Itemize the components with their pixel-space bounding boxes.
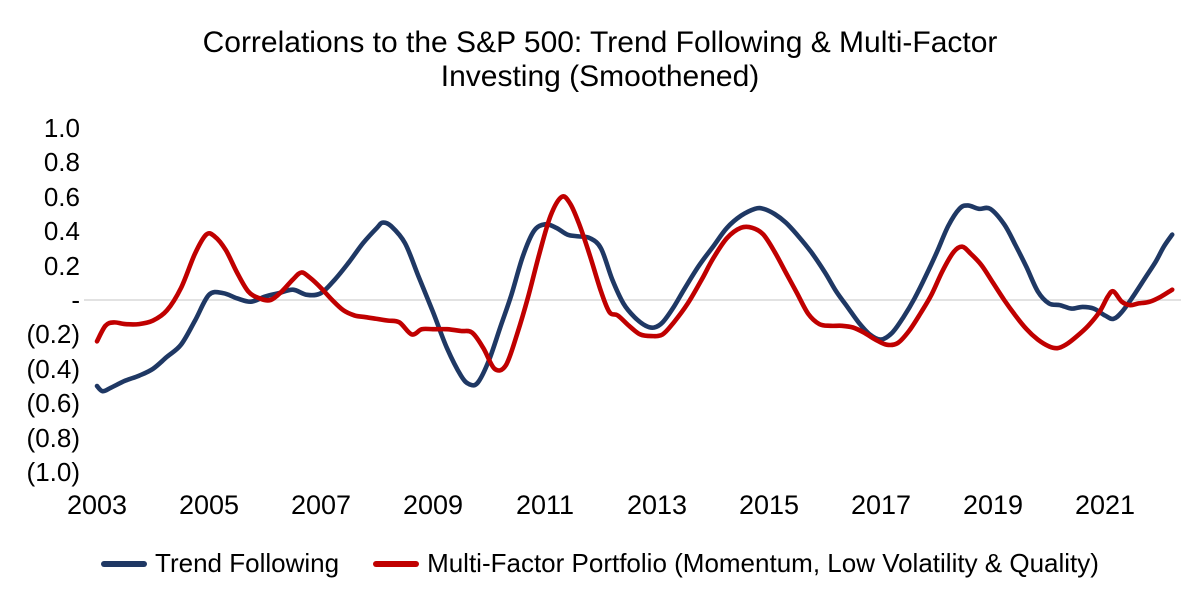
legend-label: Trend Following	[155, 548, 340, 578]
x-tick-label: 2019	[962, 490, 1024, 520]
y-tick-label: 0.6	[43, 181, 80, 212]
y-tick-label: 0.8	[43, 147, 80, 178]
chart-title-line1: Correlations to the S&P 500: Trend Follo…	[202, 26, 998, 59]
legend-item-trend-following: Trend Following	[101, 548, 339, 579]
y-tick-label: (0.4)	[26, 353, 80, 384]
chart-title: Correlations to the S&P 500: Trend Follo…	[0, 26, 1200, 94]
legend-swatch-icon	[373, 560, 420, 567]
legend-item-multi-factor: Multi-Factor Portfolio (Momentum, Low Vo…	[373, 548, 1099, 579]
multi-factor-line	[94, 194, 1175, 373]
x-tick-label: 2021	[1074, 490, 1136, 520]
x-tick-label: 2003	[66, 490, 128, 520]
y-tick-label: (1.0)	[26, 457, 80, 487]
x-tick-label: 2013	[626, 490, 688, 520]
trend-following-line	[94, 203, 1175, 394]
chart-title-line2: Investing (Smoothened)	[440, 60, 760, 93]
y-tick-label: (0.6)	[26, 388, 80, 419]
x-tick-label: 2009	[402, 490, 464, 520]
legend-swatch-icon	[101, 560, 148, 567]
y-tick-label: (0.2)	[26, 319, 80, 350]
y-tick-label: 0.4	[43, 216, 80, 247]
y-tick-label: -	[71, 285, 80, 315]
chart-legend: Trend Following Multi-Factor Portfolio (M…	[0, 548, 1200, 579]
x-tick-label: 2017	[850, 490, 912, 520]
x-tick-label: 2005	[178, 490, 240, 520]
legend-label: Multi-Factor Portfolio (Momentum, Low Vo…	[427, 548, 1099, 578]
y-tick-label: 1.0	[43, 113, 80, 143]
y-tick-label: (0.8)	[26, 422, 80, 453]
x-tick-label: 2011	[515, 490, 575, 520]
x-tick-label: 2015	[738, 490, 800, 520]
x-tick-label: 2007	[290, 490, 352, 520]
y-tick-label: 0.2	[43, 250, 80, 281]
